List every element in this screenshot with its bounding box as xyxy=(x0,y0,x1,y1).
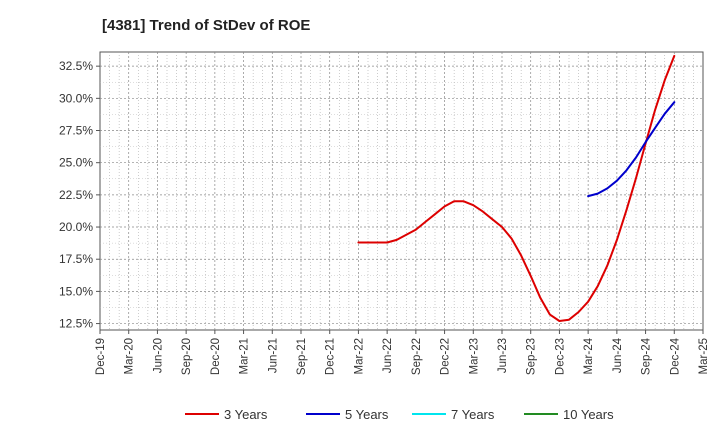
x-tick-label: Jun-23 xyxy=(497,338,509,373)
chart-title: [4381] Trend of StDev of ROE xyxy=(102,17,311,34)
legend: 3 Years 5 Years 7 Years 10 Years xyxy=(185,407,614,422)
x-tick-label: Jun-20 xyxy=(152,338,164,373)
x-tick-label: Dec-22 xyxy=(440,338,452,375)
x-tick-label: Mar-22 xyxy=(353,338,365,374)
y-tick-label: 32.5% xyxy=(59,59,93,73)
legend-label-4: 10 Years xyxy=(563,407,614,422)
x-tick-label: Jun-21 xyxy=(267,338,279,373)
y-tick-label: 17.5% xyxy=(59,252,93,266)
series-layer xyxy=(357,54,676,322)
legend-label-1: 3 Years xyxy=(224,407,268,422)
x-tick-label: Dec-23 xyxy=(554,338,566,375)
x-tick-label: Mar-24 xyxy=(583,337,595,374)
y-tick-label: 27.5% xyxy=(59,124,93,138)
x-tick-label: Jun-22 xyxy=(382,338,394,373)
x-tick-label: Mar-20 xyxy=(124,338,136,374)
x-tick-label: Dec-19 xyxy=(95,338,107,375)
axis-layer: Dec-19 Mar-20 Jun-20 Sep-20 Dec-20 Mar-21 Jun-… xyxy=(59,59,710,375)
x-tick-label: Dec-21 xyxy=(325,338,337,375)
x-tick-label: Sep-24 xyxy=(641,337,653,375)
y-tick-label: 30.0% xyxy=(59,91,93,105)
series-line-2 xyxy=(587,101,676,198)
x-tick-label: Mar-23 xyxy=(468,338,480,374)
x-tick-label: Dec-20 xyxy=(210,338,222,375)
plot-area xyxy=(99,51,704,331)
x-tick-label: Sep-20 xyxy=(181,338,193,375)
series-line-1 xyxy=(357,54,676,322)
y-tick-label: 12.5% xyxy=(59,317,93,331)
x-tick-label: Mar-25 xyxy=(698,338,710,374)
x-tick-label: Jun-24 xyxy=(612,337,624,373)
x-tick-label: Mar-21 xyxy=(239,338,251,374)
x-tick-label: Sep-21 xyxy=(296,338,308,375)
x-tick-label: Sep-22 xyxy=(411,338,423,375)
y-tick-label: 15.0% xyxy=(59,284,93,298)
legend-label-2: 5 Years xyxy=(345,407,389,422)
x-tick-label: Dec-24 xyxy=(669,337,681,375)
x-tick-label: Sep-23 xyxy=(526,338,538,375)
y-tick-label: 25.0% xyxy=(59,156,93,170)
legend-label-3: 7 Years xyxy=(451,407,495,422)
y-tick-label: 20.0% xyxy=(59,220,93,234)
grid-layer xyxy=(100,52,703,330)
y-tick-label: 22.5% xyxy=(59,188,93,202)
